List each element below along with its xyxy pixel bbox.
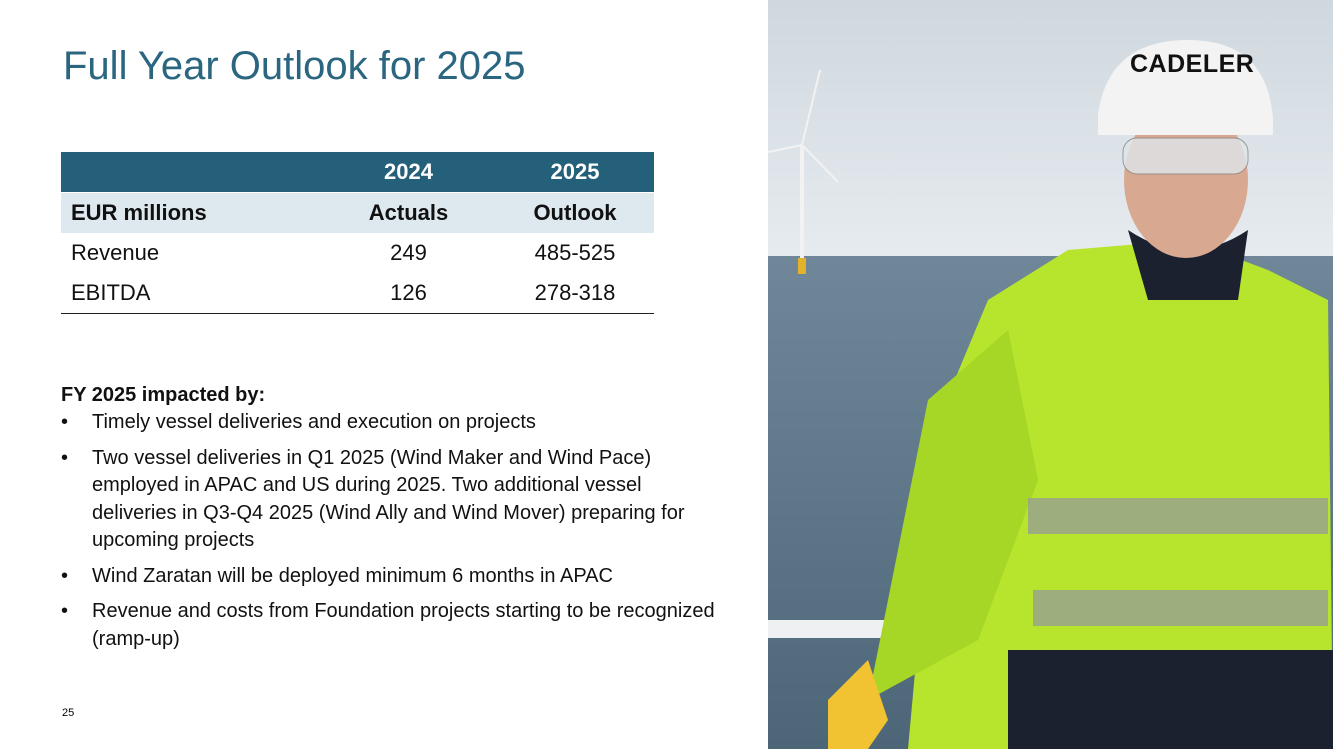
bullet-list: Timely vessel deliveries and execution o… [61,409,721,653]
photo [768,0,1333,749]
header-cell: Actuals [321,192,496,233]
bullet: Revenue and costs from Foundation projec… [61,598,721,653]
cell: 249 [390,240,427,265]
header-cell: Outlook [496,192,654,233]
header-cell: 2025 [496,152,654,193]
table-header-row: 2024 2025 [61,152,654,193]
notes-heading: FY 2025 impacted by: [61,384,266,406]
bullet: Timely vessel deliveries and execution o… [61,409,721,437]
outlook-table: 2024 2025 EUR millions Actuals Outlook R… [61,152,654,314]
bullet: Wind Zaratan will be deployed minimum 6 … [61,563,721,591]
cell: 126 [321,273,496,314]
logo: CADELER [1130,50,1255,78]
cell: EBITDA [61,273,321,314]
page-number: 25 [62,707,75,719]
header-cell: 2024 [321,152,496,193]
bullet: Two vessel deliveries in Q1 2025 (Wind M… [61,445,721,555]
cell: 485-525 [534,240,616,265]
header-cell [61,152,321,193]
notes: FY 2025 impacted by: Timely vessel deliv… [61,384,721,661]
table-subheader-row: EUR millions Actuals Outlook [61,192,654,233]
slide-title: Full Year Outlook for 2025 [63,44,526,88]
header-cell: EUR millions [61,192,321,233]
table-row: EBITDA 126 278-318 [61,273,654,314]
table-row: Revenue 249 485-525 [61,233,654,273]
cell: 278-318 [496,273,654,314]
cell: Revenue [71,240,160,265]
